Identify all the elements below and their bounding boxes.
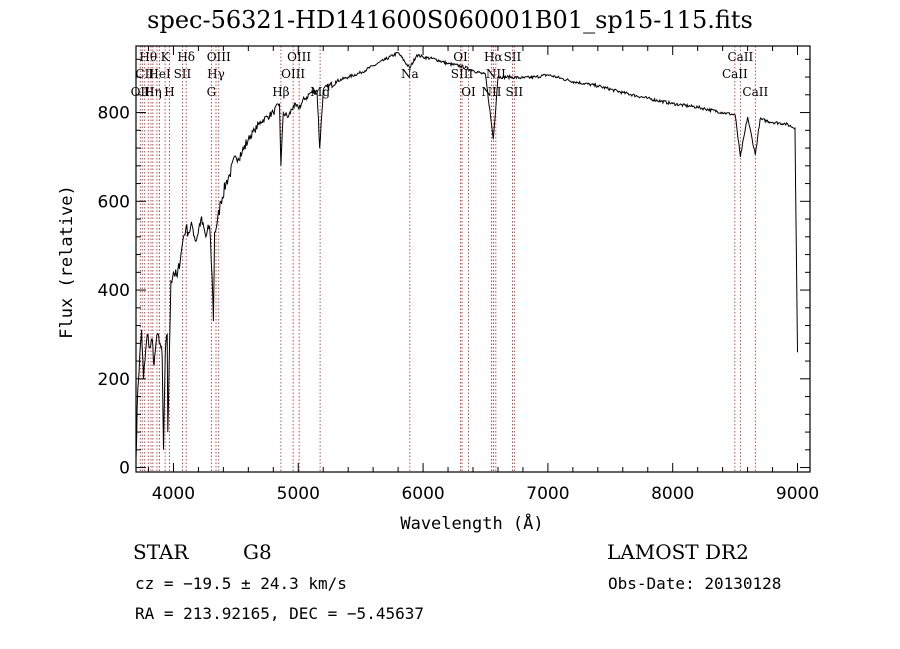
spectral-line-label: OII bbox=[131, 85, 151, 99]
spectral-line-label: Hβ bbox=[272, 85, 289, 99]
x-axis-ticks: 4000 5000 6000 7000 8000 9000 bbox=[147, 46, 819, 504]
spectral-line-label: SII bbox=[505, 85, 523, 99]
x-tick-label: 5000 bbox=[277, 484, 320, 504]
spectral-line-label: Hγ bbox=[207, 67, 225, 81]
y-axis-label: Flux (relative) bbox=[57, 185, 77, 339]
spectral-subclass: G8 bbox=[243, 540, 272, 564]
spectral-line-label: CaII bbox=[742, 85, 768, 99]
spectral-line-markers bbox=[139, 46, 756, 472]
spectral-line-label: OI bbox=[461, 85, 476, 99]
spectral-line-label: NII bbox=[481, 85, 501, 99]
spectral-line-label: OIII bbox=[207, 50, 231, 64]
redshift-cz: cz = −19.5 ± 24.3 km/s bbox=[135, 574, 347, 593]
spectrum-series-line bbox=[135, 52, 798, 459]
spectral-line-label: Na bbox=[401, 67, 419, 81]
spectral-line-label: SIII bbox=[451, 67, 474, 81]
spectral-line-label: CII bbox=[135, 67, 154, 81]
y-tick-label: 200 bbox=[98, 370, 130, 390]
y-axis-ticks: 0 200 400 600 800 bbox=[98, 58, 810, 479]
spectral-line-label: OI bbox=[453, 50, 468, 64]
spectral-line-label: SII bbox=[504, 50, 522, 64]
coordinates: RA = 213.92165, DEC = −5.45637 bbox=[135, 604, 424, 623]
spectral-line-label: Hθ bbox=[139, 50, 157, 64]
survey-name: LAMOST DR2 bbox=[607, 540, 749, 564]
chart-title: spec-56321-HD141600S060001B01_sp15-115.f… bbox=[147, 6, 753, 34]
spectral-line-label: K bbox=[161, 50, 171, 64]
y-tick-label: 400 bbox=[98, 281, 130, 301]
spectral-line-label: G bbox=[207, 85, 217, 99]
spectral-line-label: OIII bbox=[287, 50, 311, 64]
spectral-line-label: H bbox=[164, 85, 174, 99]
y-tick-label: 800 bbox=[98, 104, 130, 124]
x-tick-label: 8000 bbox=[651, 484, 694, 504]
spectral-line-label: Mg bbox=[310, 85, 330, 99]
spectral-line-label: OIII bbox=[281, 67, 305, 81]
y-tick-label: 600 bbox=[98, 192, 130, 212]
object-class: STAR bbox=[133, 540, 189, 564]
spectral-line-label: Hη bbox=[144, 85, 162, 99]
x-tick-label: 9000 bbox=[776, 484, 819, 504]
spectral-line-label: Hα bbox=[484, 50, 503, 64]
y-tick-label: 0 bbox=[119, 459, 130, 479]
spectral-line-labels: OIICIIHθHηHeIKHSIIHδGHγOIIIHβOIIIOIIIMgN… bbox=[131, 50, 769, 99]
spectral-line-label: Hδ bbox=[177, 50, 195, 64]
x-tick-label: 7000 bbox=[526, 484, 569, 504]
spectral-line-label: CaII bbox=[722, 67, 748, 81]
x-axis-label: Wavelength (Å) bbox=[400, 512, 543, 534]
spectral-line-label: NII bbox=[486, 67, 506, 81]
spectral-line-label: SII bbox=[174, 67, 192, 81]
observation-date: Obs-Date: 20130128 bbox=[608, 574, 782, 593]
x-tick-label: 4000 bbox=[152, 484, 195, 504]
spectral-line-label: HeI bbox=[148, 67, 171, 81]
spectral-line-label: CaII bbox=[727, 50, 753, 64]
x-tick-label: 6000 bbox=[401, 484, 444, 504]
